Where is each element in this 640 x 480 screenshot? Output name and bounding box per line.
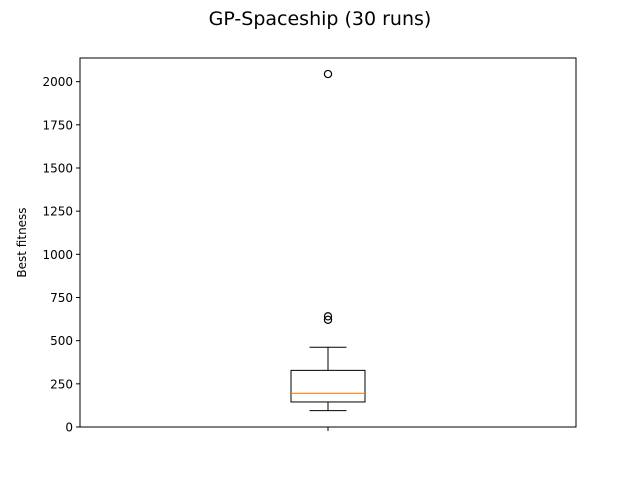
- y-tick-label: 750: [50, 291, 73, 305]
- y-tick-label: 1000: [42, 248, 73, 262]
- y-axis: 0 250 500 750 1000 1250 1500 1750 2000: [42, 75, 80, 435]
- y-tick-label: 1250: [42, 205, 73, 219]
- y-tick-label: 1500: [42, 161, 73, 175]
- chart-title: GP-Spaceship (30 runs): [209, 8, 432, 30]
- box-iqr: [290, 369, 366, 403]
- y-tick-label: 250: [50, 377, 73, 391]
- y-tick-label: 500: [50, 334, 73, 348]
- y-axis-label: Best fitness: [15, 207, 29, 277]
- outlier-point: [323, 312, 333, 321]
- y-tick-label: 1750: [42, 118, 73, 132]
- y-tick-label: 2000: [42, 75, 73, 89]
- box-plot: [290, 69, 366, 412]
- outlier-point: [323, 315, 333, 324]
- y-tick-label: 0: [65, 421, 73, 435]
- outlier-point: [323, 69, 333, 79]
